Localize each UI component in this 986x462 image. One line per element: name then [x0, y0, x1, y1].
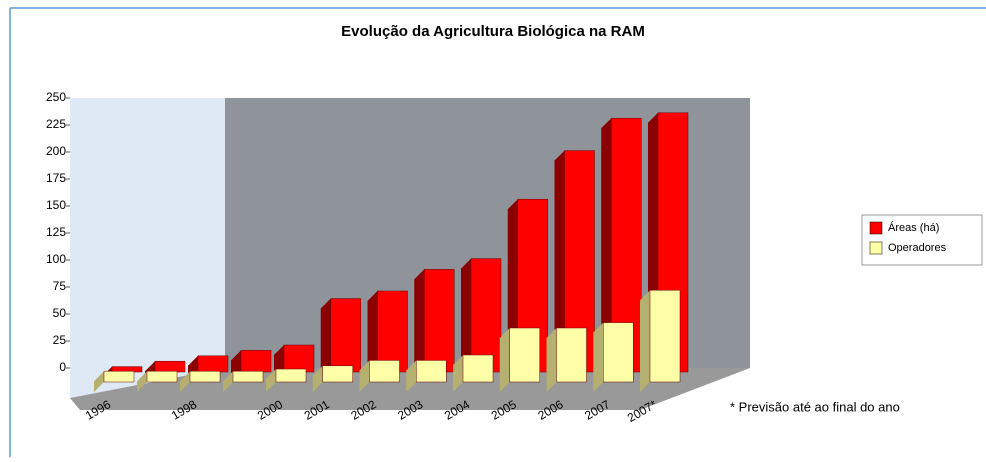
bar-side — [640, 290, 650, 392]
annotation: * Previsão até ao final do ano — [730, 399, 900, 414]
bar-side — [320, 298, 331, 382]
y-tick-label: 50 — [53, 306, 67, 320]
bar — [189, 370, 221, 383]
bar — [283, 344, 315, 373]
bar-side — [180, 371, 190, 392]
bar — [197, 355, 229, 373]
bar — [509, 327, 540, 383]
bar-side — [453, 355, 463, 392]
legend-label: Áreas (há) — [888, 221, 939, 234]
y-tick-label: 150 — [46, 198, 66, 212]
bar-side — [137, 371, 147, 392]
legend-swatch — [869, 241, 883, 255]
bar — [330, 298, 361, 373]
bar-side — [94, 371, 104, 392]
bar — [556, 327, 587, 383]
y-tick-label: 25 — [53, 333, 67, 347]
bar — [462, 354, 494, 383]
bar — [470, 258, 502, 373]
bar — [322, 365, 353, 383]
bar-side — [601, 118, 612, 382]
y-tick-label: 125 — [46, 225, 66, 239]
bar-side — [367, 291, 378, 382]
y-tick-label: 75 — [53, 279, 67, 293]
chart-title: Evolução da Agricultura Biológica na RAM — [341, 23, 645, 40]
bar — [154, 360, 186, 373]
bar — [232, 370, 264, 383]
y-tick-label: 225 — [46, 117, 66, 131]
bar-side — [359, 360, 370, 392]
bar — [146, 370, 178, 383]
y-tick-label: 175 — [46, 171, 66, 185]
bar — [275, 368, 307, 383]
bar-side — [223, 371, 233, 392]
bar — [603, 322, 634, 383]
bar-side — [499, 328, 510, 392]
y-tick-label: 250 — [46, 90, 66, 104]
y-tick-label: 200 — [46, 144, 66, 158]
bar-side — [546, 328, 557, 392]
legend-swatch — [869, 221, 883, 235]
legend-label: Operadores — [888, 242, 947, 254]
bar-side — [461, 258, 471, 382]
bar-side — [406, 360, 417, 392]
bar-side — [593, 322, 604, 392]
bar — [369, 360, 400, 383]
bar — [103, 370, 135, 383]
bar-side — [266, 369, 276, 392]
bar-side — [414, 269, 425, 382]
bar — [649, 289, 681, 383]
bar — [416, 360, 447, 383]
side-wall — [70, 98, 225, 398]
bar — [240, 350, 272, 373]
bar-side — [312, 365, 323, 392]
bar-side — [554, 150, 565, 382]
bar — [377, 290, 408, 373]
bar — [424, 269, 455, 373]
y-tick-label: 0 — [59, 360, 66, 374]
y-tick-label: 100 — [46, 252, 66, 266]
